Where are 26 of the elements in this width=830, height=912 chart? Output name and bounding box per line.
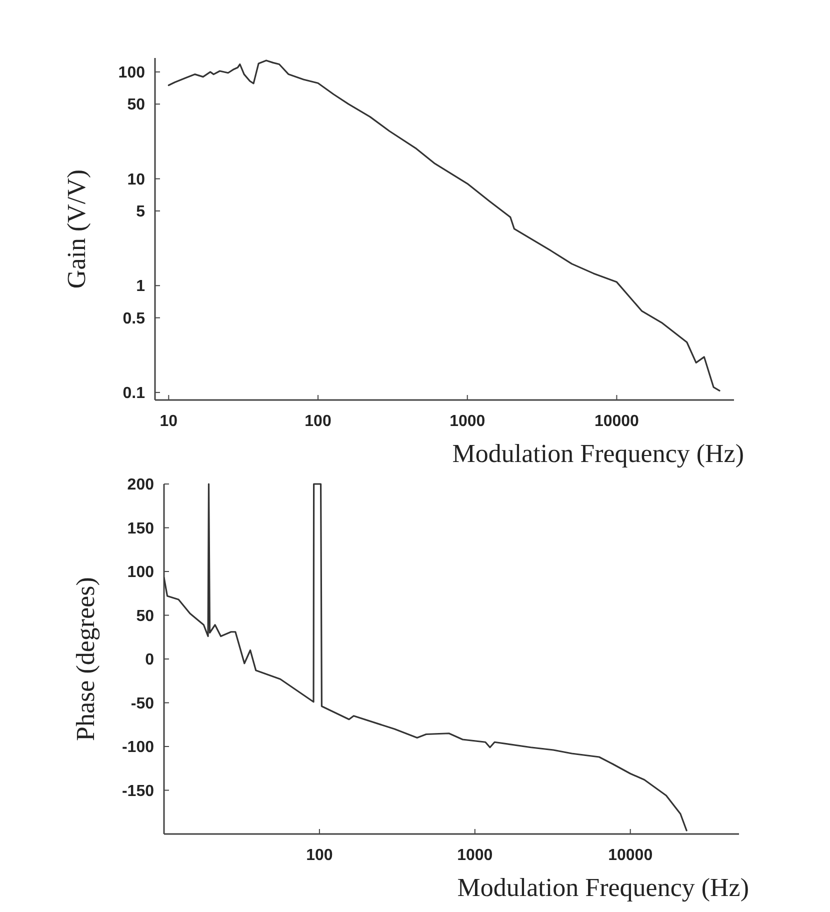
x-axis-title: Modulation Frequency (Hz) — [457, 873, 749, 902]
x-tick-label: 100 — [306, 847, 333, 864]
x-axis-title: Modulation Frequency (Hz) — [452, 439, 744, 468]
y-tick-label: 150 — [127, 520, 154, 538]
y-tick-label: 0.5 — [122, 310, 146, 328]
y-tick-label: 100 — [127, 564, 154, 582]
x-tick-label: 1000 — [450, 413, 486, 430]
y-tick-label: -100 — [122, 739, 154, 756]
y-tick-label: 5 — [136, 204, 146, 221]
y-tick-label: -50 — [130, 695, 154, 712]
x-tick-label: 10000 — [594, 413, 640, 430]
y-axis-title: Gain (V/V) — [62, 169, 91, 289]
y-tick-label: 200 — [127, 476, 154, 494]
y-tick-label: 50 — [127, 96, 146, 114]
y-tick-label: 1 — [136, 278, 146, 296]
y-tick-label: 50 — [136, 608, 154, 625]
x-tick-label: 10000 — [608, 847, 653, 864]
y-tick-label: 100 — [118, 64, 146, 82]
y-axis-title: Phase (degrees) — [71, 577, 100, 741]
y-tick-label: 10 — [127, 171, 146, 188]
x-tick-label: 1000 — [457, 847, 493, 864]
y-tick-label: -150 — [122, 782, 154, 800]
y-tick-label: 0 — [145, 652, 154, 669]
x-tick-label: 100 — [304, 413, 332, 430]
x-tick-label: 10 — [160, 413, 178, 430]
y-tick-label: 0.1 — [122, 385, 146, 402]
